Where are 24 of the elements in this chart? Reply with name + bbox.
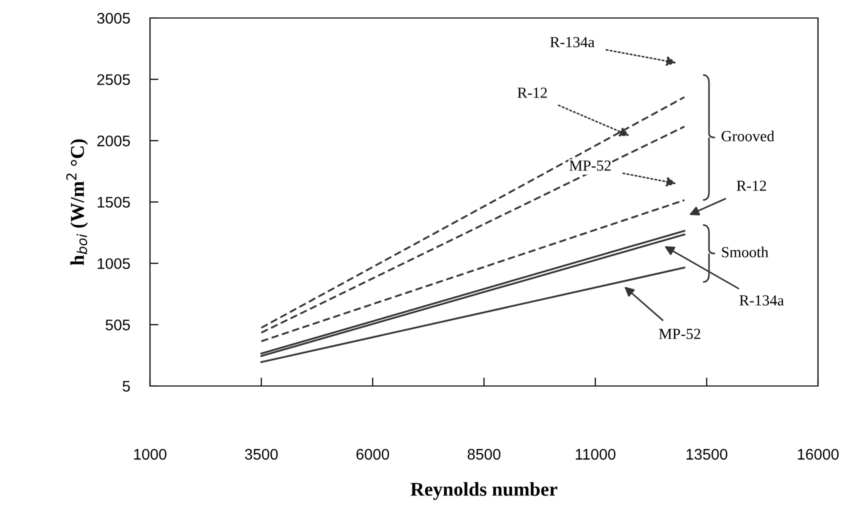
annotation: MP-52 [569, 160, 611, 171]
y-tick-label: 1005 [98, 258, 130, 270]
y-tick-label: 2005 [97, 136, 130, 146]
x-tick-label: 3500 [244, 448, 278, 460]
annotation: Smooth [722, 246, 768, 258]
annotation: MP-52 [659, 328, 700, 340]
x-axis-title: Reynolds number [410, 482, 558, 500]
annotation: R-12 [518, 88, 547, 98]
annotation: R-134a [740, 295, 784, 306]
x-tick-label: 1000 [134, 448, 166, 460]
annotation: R-12 [736, 180, 766, 191]
y-tick-label: 505 [106, 320, 130, 330]
x-tick-label: 6000 [356, 448, 390, 460]
x-tick-label: 13500 [686, 448, 728, 460]
x-tick-label: 11000 [576, 448, 616, 460]
y-tick-label: 1505 [98, 196, 130, 208]
y-tick-label: 3005 [97, 12, 130, 24]
annotation: Grooved [722, 130, 774, 142]
y-axis-title: h$_{boi}$ (W/m$^{2}$ °C) [66, 139, 88, 266]
y-tick-label: 5 [122, 381, 130, 392]
annotation: R-134a [550, 37, 594, 48]
y-tick-label: 2505 [97, 74, 130, 86]
x-tick-label: 16000 [798, 448, 839, 460]
x-tick-label: 8500 [468, 448, 500, 460]
